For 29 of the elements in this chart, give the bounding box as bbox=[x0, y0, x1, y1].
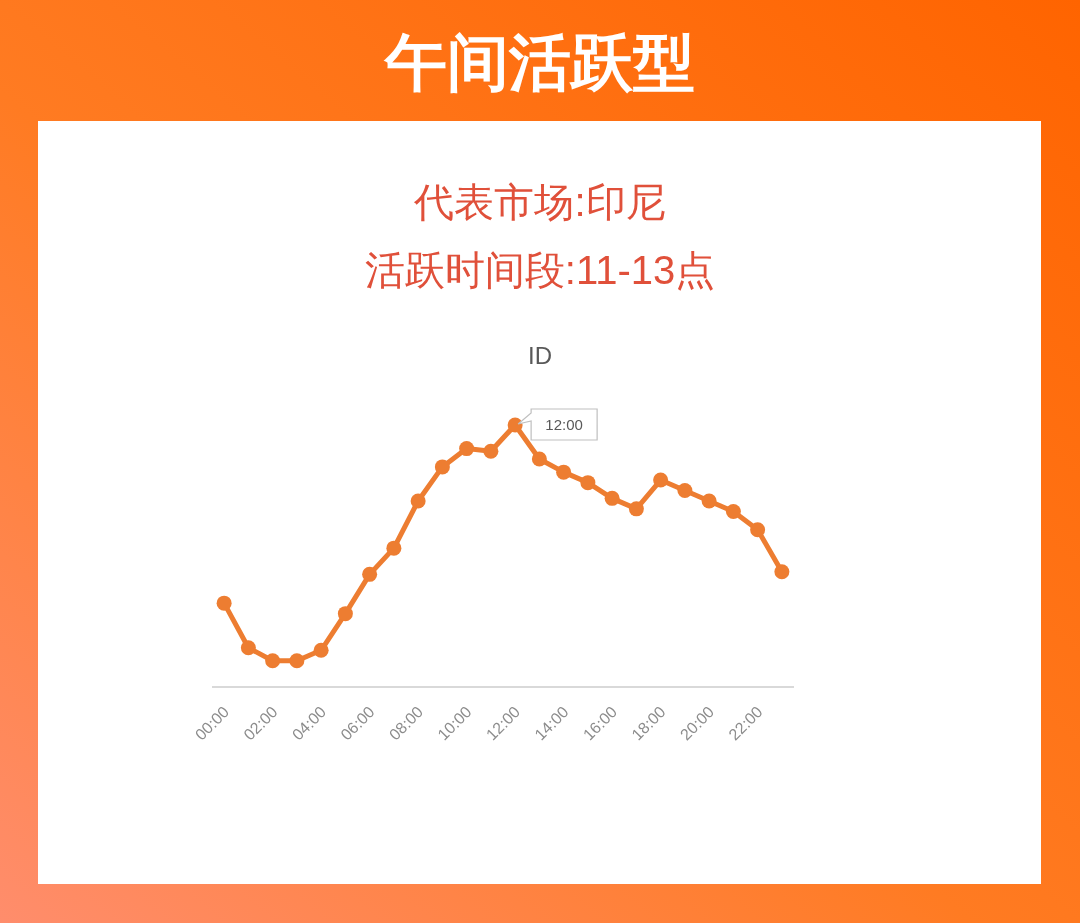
text: ID bbox=[528, 342, 552, 369]
point bbox=[459, 441, 475, 457]
chart-title: 午间活跃型 bbox=[383, 28, 695, 97]
point bbox=[483, 443, 499, 459]
point bbox=[580, 475, 596, 491]
point bbox=[434, 459, 450, 475]
point bbox=[216, 595, 232, 611]
point bbox=[774, 564, 790, 580]
point bbox=[531, 451, 547, 467]
point bbox=[289, 653, 305, 669]
chart-subtitle: 代表市场:印尼 bbox=[413, 180, 666, 224]
point bbox=[653, 472, 669, 488]
point bbox=[701, 493, 717, 509]
point bbox=[313, 642, 329, 658]
annotation: 12:00 bbox=[545, 416, 583, 433]
point bbox=[240, 640, 256, 656]
point bbox=[265, 653, 281, 669]
point bbox=[628, 501, 644, 517]
point bbox=[677, 483, 693, 498]
point bbox=[556, 464, 572, 480]
point bbox=[750, 522, 766, 538]
point bbox=[410, 493, 426, 509]
text: 活跃时间段:11-13点 bbox=[364, 248, 716, 292]
point bbox=[386, 540, 402, 556]
point bbox=[362, 566, 378, 582]
point bbox=[725, 503, 741, 519]
point bbox=[604, 490, 620, 506]
point bbox=[337, 606, 353, 622]
point bbox=[507, 417, 523, 433]
